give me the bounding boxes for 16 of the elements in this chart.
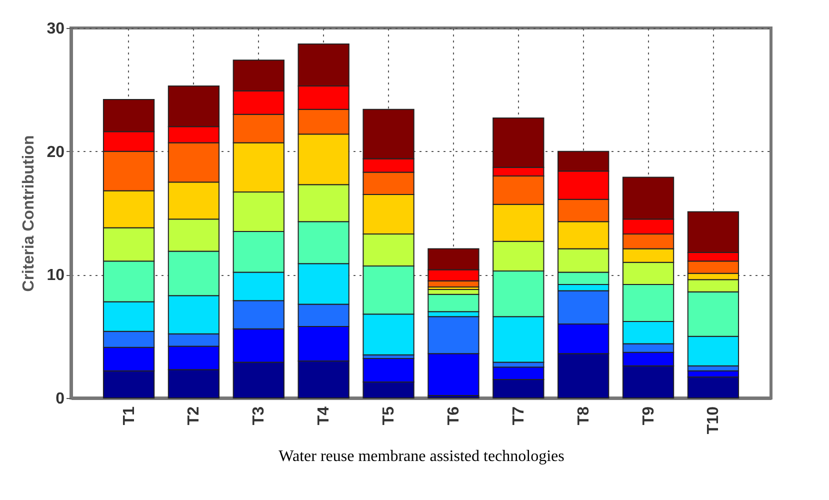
x-tick-label: T4 xyxy=(316,406,333,426)
x-tick-label: T8 xyxy=(575,406,592,426)
x-tick-label: T9 xyxy=(640,406,658,426)
y-tick-label: 30 xyxy=(46,20,65,38)
x-tick-label: T10 xyxy=(705,406,722,434)
x-tick-label: T7 xyxy=(510,406,528,426)
y-tick-label: 20 xyxy=(46,144,65,161)
x-axis-title: Water reuse membrane assisted technologies xyxy=(278,448,564,466)
x-tick-label: T2 xyxy=(186,406,203,426)
x-tick-label: T3 xyxy=(250,406,268,426)
x-tick-label: T6 xyxy=(445,406,462,426)
x-tick-label: T1 xyxy=(120,406,138,426)
y-tick-label: 10 xyxy=(46,267,65,284)
y-axis-title: Criteria Contribution xyxy=(20,135,38,292)
y-tick-label: 0 xyxy=(56,390,65,408)
x-tick-label: T5 xyxy=(380,406,398,426)
